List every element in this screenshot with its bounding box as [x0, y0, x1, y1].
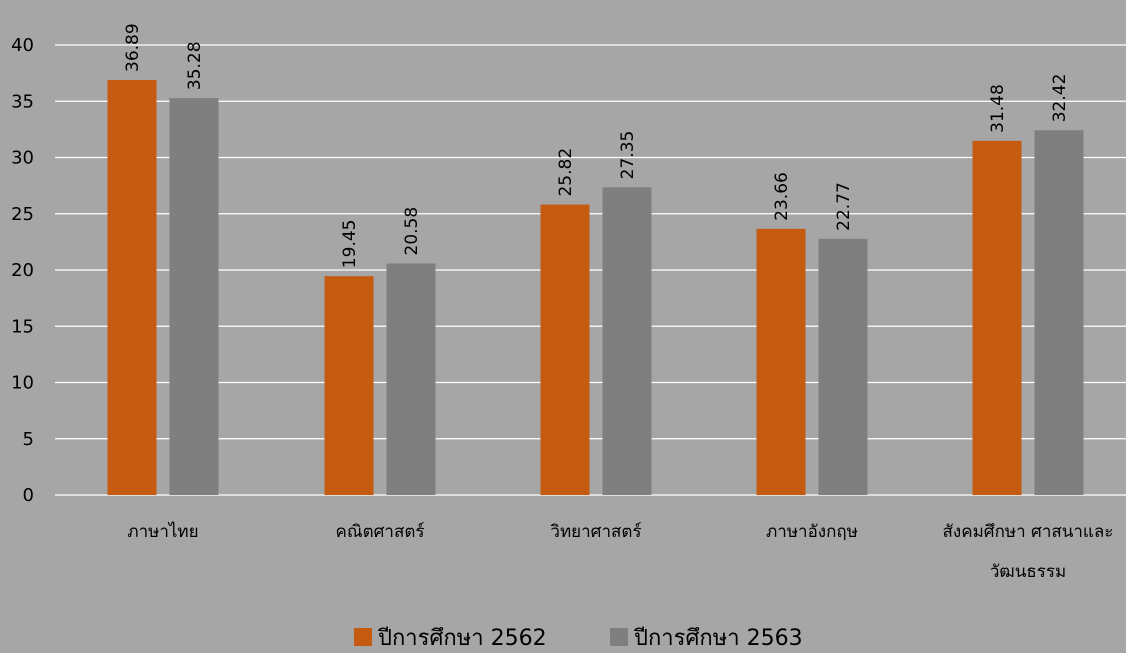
bar: [973, 141, 1022, 495]
bar: [541, 205, 590, 495]
y-axis-tick-labels: 0 5 10 15 20 25 30 35 40: [11, 35, 34, 506]
y-tick-label: 30: [11, 148, 34, 169]
bar: [603, 187, 652, 495]
legend-swatch: [354, 628, 372, 646]
bar: [819, 239, 868, 495]
x-category-label: คณิตศาสตร์: [335, 522, 424, 542]
bar: [1035, 130, 1084, 495]
data-label: 20.58: [402, 207, 422, 256]
data-label: 36.89: [123, 23, 143, 72]
x-category-label: สังคมศึกษา ศาสนาและวัฒนธรรม: [943, 522, 1114, 582]
data-labels: 36.89 19.45 25.82 23.66 31.48 35.28 20.58 27.35…: [123, 23, 1070, 268]
legend-label: ปีการศึกษา 2562: [377, 626, 547, 651]
y-tick-label: 0: [23, 485, 34, 506]
x-category-label: ภาษาอังกฤษ: [766, 522, 858, 542]
y-tick-label: 40: [11, 35, 34, 56]
y-tick-label: 10: [11, 373, 34, 394]
bars: [108, 80, 1084, 495]
bar: [170, 98, 219, 495]
data-label: 27.35: [618, 131, 638, 180]
bar: [387, 263, 436, 495]
y-tick-label: 35: [11, 91, 34, 112]
data-label: 19.45: [340, 220, 360, 269]
data-label: 32.42: [1050, 74, 1070, 123]
y-tick-label: 15: [11, 316, 34, 337]
legend-item: ปีการศึกษา 2562: [354, 626, 547, 651]
x-category-label: ภาษาไทย: [127, 521, 198, 542]
y-tick-label: 20: [11, 260, 34, 281]
legend-item: ปีการศึกษา 2563: [610, 626, 803, 651]
bar: [757, 229, 806, 495]
y-tick-label: 5: [23, 429, 34, 450]
data-label: 22.77: [834, 182, 854, 231]
x-category-label: วิทยาศาสตร์: [550, 522, 642, 542]
bar: [325, 276, 374, 495]
bar: [108, 80, 157, 495]
x-axis-category-labels: ภาษาไทย คณิตศาสตร์ วิทยาศาสตร์ ภาษาอังกฤษ สั…: [127, 521, 1113, 582]
data-label: 35.28: [185, 41, 205, 90]
data-label: 31.48: [988, 84, 1008, 133]
y-tick-label: 25: [11, 204, 34, 225]
data-label: 25.82: [556, 148, 576, 197]
legend-swatch: [610, 628, 628, 646]
legend-label: ปีการศึกษา 2563: [633, 626, 803, 651]
data-label: 23.66: [772, 172, 792, 221]
legend: ปีการศึกษา 2562 ปีการศึกษา 2563: [354, 626, 803, 651]
